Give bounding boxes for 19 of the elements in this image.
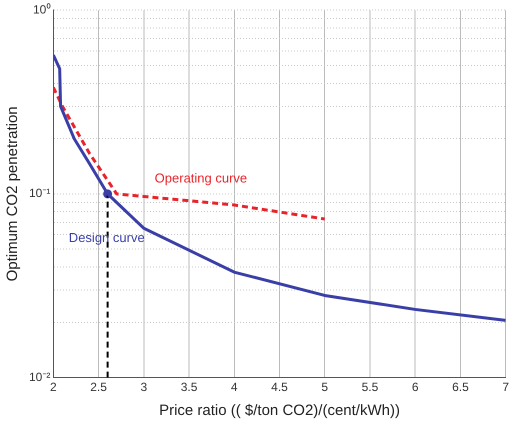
y-axis-title: Optimum CO2 penetration (4, 106, 22, 282)
x-tick-label: 7 (502, 380, 510, 394)
x-tick-label: 2 (50, 380, 57, 394)
line-series (53, 86, 326, 221)
x-tick-label: 3 (140, 380, 148, 394)
y-tick-label: 10⁻² (29, 370, 50, 384)
y-tick-label: 10⁻¹ (29, 186, 50, 200)
x-tick-label: 5.5 (362, 380, 379, 394)
x-tick-label: 6 (412, 380, 419, 394)
series-label: Design curve (68, 230, 145, 245)
x-axis-title: Price ratio (( $/ton CO2)/(cent/kWh)) (159, 402, 400, 420)
series-label: Operating curve (154, 170, 248, 186)
x-tick-label: 4 (230, 380, 238, 394)
x-tick-label: 2.5 (90, 380, 108, 394)
x-tick-label: 6.5 (452, 380, 470, 394)
x-tick-label: 3.5 (180, 380, 198, 394)
x-tick-label: 4.5 (271, 380, 288, 394)
y-tick-label: 10⁰ (32, 2, 50, 17)
x-tick-label: 5 (321, 380, 328, 394)
